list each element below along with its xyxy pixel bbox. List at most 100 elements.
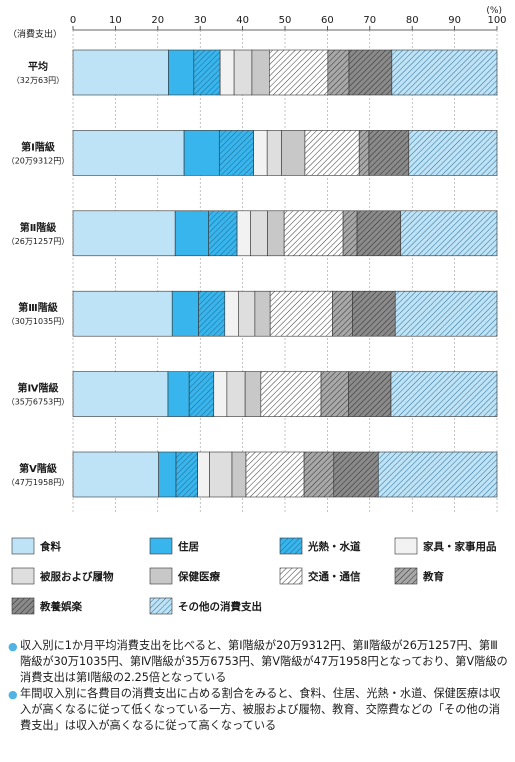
bar-segment xyxy=(184,130,220,176)
bar-segment-hatch xyxy=(332,291,353,337)
legend-swatch-hatch xyxy=(280,568,302,584)
category-label: 第Ⅲ階級 xyxy=(18,301,57,314)
bar-segment xyxy=(281,130,305,176)
bar-segment-hatch xyxy=(343,210,358,256)
bar-segment-hatch xyxy=(400,210,497,256)
legend-swatch-outline xyxy=(11,567,35,585)
notes: ● 収入別に1か月平均消費支出を比べると、第Ⅰ階級が20万9312円、第Ⅱ階級が2… xyxy=(8,638,508,734)
bar-segment xyxy=(175,210,209,256)
y-axis-title: （消費支出） xyxy=(8,28,62,40)
bar-segment-hatch xyxy=(327,50,350,95)
bar-segment-hatch xyxy=(378,452,497,497)
bar-segment xyxy=(168,50,194,95)
x-tick-label: 70 xyxy=(363,15,376,26)
bar-segment-hatch xyxy=(408,130,497,176)
bar-segment xyxy=(197,452,210,497)
legend-swatch xyxy=(150,538,172,554)
legend-swatch-outline xyxy=(279,537,303,555)
legend-label: 食料 xyxy=(39,540,61,553)
bar-segment xyxy=(267,130,282,176)
x-tick-label: 60 xyxy=(321,15,334,26)
bar-segment-hatch xyxy=(368,130,409,176)
note-text: 年間収入別に各費目の消費支出に占める割合をみると、食料、住居、光熱・水道、保健医… xyxy=(20,687,501,732)
legend-swatch-outline xyxy=(149,537,173,555)
legend-swatch xyxy=(395,538,417,554)
bar-segment xyxy=(234,50,252,95)
legend-swatch xyxy=(150,568,172,584)
category-sublabel: （20万9312円） xyxy=(7,156,70,165)
legend-label: 保健医療 xyxy=(177,570,220,583)
stacked-bar-chart: （消費支出） (%) 0 10 20 30 40 50 60 70 80 90 100 平均 （32万… xyxy=(7,6,507,615)
legend-swatch-hatch xyxy=(150,598,172,614)
category-sublabel: （35万6753円） xyxy=(7,398,70,407)
bar-segment-outline xyxy=(391,49,498,96)
bullet-icon: ● xyxy=(8,688,18,701)
bar-segment-hatch xyxy=(304,130,360,176)
bar-segment xyxy=(73,371,168,417)
bar-segment-hatch xyxy=(333,452,379,497)
bar-segment-outline xyxy=(394,290,498,337)
legend-swatch-outline xyxy=(11,597,35,615)
bar-segment xyxy=(209,452,232,497)
bar-segment-hatch xyxy=(321,371,349,417)
bar-segment-hatch xyxy=(260,371,322,417)
bar-segment-hatch xyxy=(198,291,225,337)
bar-segment-hatch xyxy=(245,452,305,497)
bar-segment xyxy=(73,130,185,176)
bar-segment xyxy=(253,130,268,176)
bar-segment-hatch xyxy=(352,291,396,337)
bar-segment xyxy=(73,291,173,337)
bar-segment xyxy=(238,291,255,337)
x-tick-label: 50 xyxy=(279,15,292,26)
bar-segment xyxy=(172,291,199,337)
category-sublabel: （30万1035円） xyxy=(7,317,70,326)
legend-swatch-outline xyxy=(11,537,35,555)
bar-segment-outline xyxy=(377,451,498,498)
note-text: 収入別に1か月平均消費支出を比べると、第Ⅰ階級が20万9312円、第Ⅱ階級が26… xyxy=(20,639,508,684)
x-tick-label: 30 xyxy=(194,15,207,26)
bar-segment xyxy=(73,210,176,256)
category-sublabel: （32万63円） xyxy=(12,76,64,85)
bar-segment-outline xyxy=(400,210,498,257)
legend-swatch-hatch xyxy=(280,538,302,554)
bar-segment-hatch xyxy=(391,371,497,417)
legend-label: 教養娯楽 xyxy=(39,600,82,613)
legend-label: 教育 xyxy=(422,570,444,583)
bar-segment xyxy=(245,371,261,417)
note-item: ● 収入別に1か月平均消費支出を比べると、第Ⅰ階級が20万9312円、第Ⅱ階級が2… xyxy=(8,638,508,686)
bar-segment xyxy=(158,452,177,497)
bar-segment-hatch xyxy=(348,371,391,417)
category-label: 第Ⅰ階級 xyxy=(21,140,55,153)
legend-label: 交通・通信 xyxy=(308,570,361,583)
category-sublabel: （26万1257円） xyxy=(7,237,70,246)
bars xyxy=(72,49,498,498)
legend-swatch-outline xyxy=(149,567,173,585)
bar-segment-hatch xyxy=(189,371,214,417)
legend-swatch xyxy=(12,538,34,554)
legend-swatch-hatch xyxy=(395,568,417,584)
legend-swatch-hatch xyxy=(12,598,34,614)
x-axis-unit: (%) xyxy=(486,6,502,16)
legend-label: 被服および履物 xyxy=(40,570,114,583)
bar-segment-hatch xyxy=(219,130,254,176)
bar-segment xyxy=(226,371,246,417)
bar-segment xyxy=(213,371,227,417)
legend-swatch-outline xyxy=(394,537,418,555)
x-tick-label: 40 xyxy=(236,15,249,26)
bar-segment xyxy=(167,371,190,417)
legend-swatch-outline xyxy=(149,597,173,615)
bar-segment xyxy=(251,50,270,95)
bar-segment-hatch xyxy=(391,50,497,95)
legend-swatch xyxy=(12,568,34,584)
bar-segment xyxy=(220,50,235,95)
bar-segment-hatch xyxy=(284,210,344,256)
x-tick-label: 10 xyxy=(109,15,122,26)
bar-segment xyxy=(73,50,169,95)
category-label: 第Ⅱ階級 xyxy=(20,221,57,234)
legend-swatch-outline xyxy=(394,567,418,585)
bar-segment-hatch xyxy=(193,50,221,95)
bar-segment-hatch xyxy=(395,291,497,337)
category-label: 第Ⅴ階級 xyxy=(19,462,57,475)
x-axis: 0 10 20 30 40 50 60 70 80 90 100 xyxy=(70,15,507,512)
